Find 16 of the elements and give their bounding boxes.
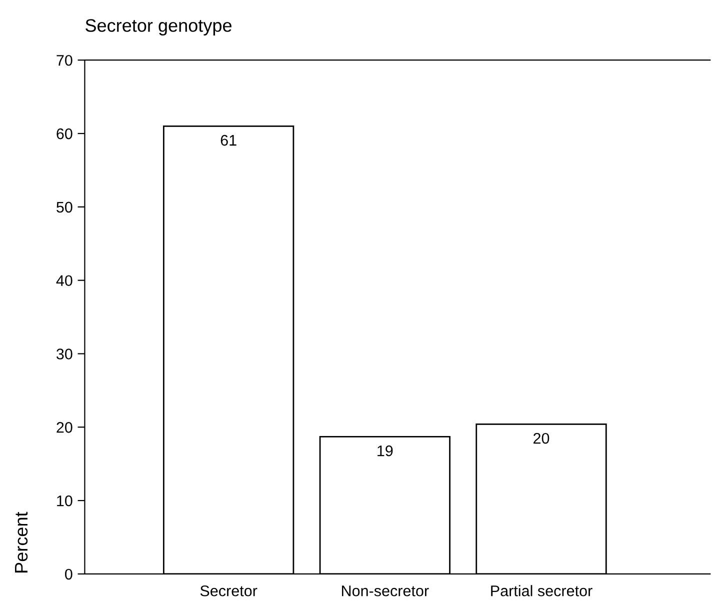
y-tick-label: 60 — [56, 128, 72, 140]
y-tick-label: 50 — [56, 202, 72, 213]
x-tick-label: Secretor — [200, 585, 258, 596]
chart-title: Secretor genotype — [86, 19, 232, 36]
data-label: 19 — [378, 445, 393, 456]
y-tick-label: 0 — [65, 568, 72, 580]
y-tick-label: 30 — [56, 348, 72, 360]
data-label: 61 — [220, 134, 236, 146]
y-tick-label: 40 — [56, 275, 72, 286]
x-tick-label: Non-secretor — [342, 586, 429, 596]
y-axis-title: Percent — [15, 512, 28, 572]
y-tick-label: 20 — [56, 422, 72, 433]
y-tick-label: 70 — [56, 54, 72, 66]
data-label: 20 — [534, 432, 550, 444]
y-tick-label: 10 — [57, 495, 72, 506]
x-tick-label: Partial secretor — [491, 585, 592, 596]
